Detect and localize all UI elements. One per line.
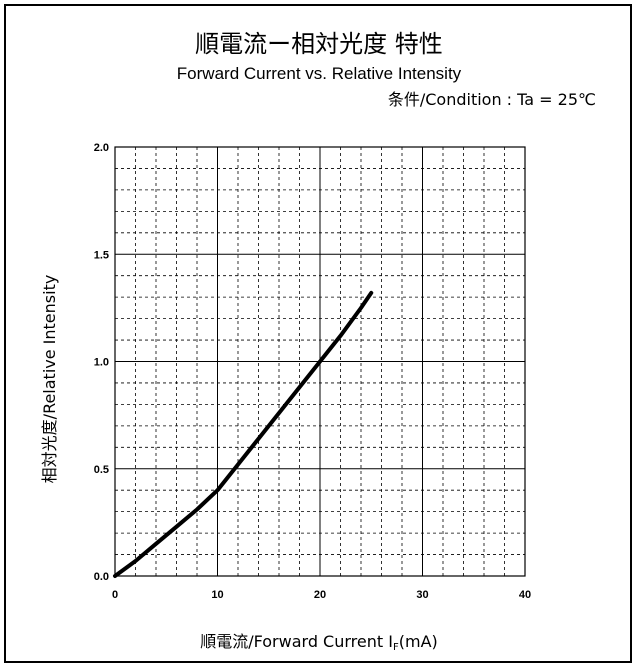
x-axis-label: 順電流/Forward Current IF(mA) — [0, 628, 638, 653]
y-tick-label: 2.0 — [94, 142, 109, 154]
x-tick-label: 30 — [416, 589, 428, 601]
y-tick-label: 0.5 — [94, 464, 109, 476]
y-tick-label: 1.5 — [94, 249, 109, 261]
x-tick-label: 10 — [211, 589, 223, 601]
x-tick-label: 20 — [314, 589, 326, 601]
plot-border — [114, 146, 526, 577]
y-tick-label: 0.0 — [94, 571, 109, 583]
x-axis-label-main: 順電流/Forward Current I — [200, 632, 393, 651]
x-axis-label-subscript: F — [392, 642, 399, 653]
chart-title-english: Forward Current vs. Relative Intensity — [176, 64, 462, 83]
x-tick-label: 40 — [519, 589, 531, 601]
data-series-line — [113, 290, 374, 578]
chart-frame — [4, 4, 632, 663]
y-tick-label: 1.0 — [94, 357, 109, 369]
x-tick-label: 0 — [112, 589, 118, 601]
x-axis-label-unit: (mA) — [398, 632, 438, 651]
chart-title-japanese: 順電流ー相対光度 特性 — [195, 30, 443, 58]
condition-label: 条件/Condition : Ta = 25℃ — [387, 90, 596, 109]
